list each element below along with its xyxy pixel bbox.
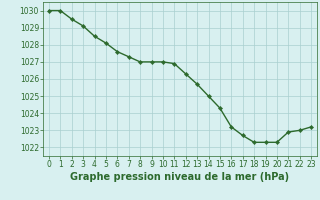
- X-axis label: Graphe pression niveau de la mer (hPa): Graphe pression niveau de la mer (hPa): [70, 172, 290, 182]
